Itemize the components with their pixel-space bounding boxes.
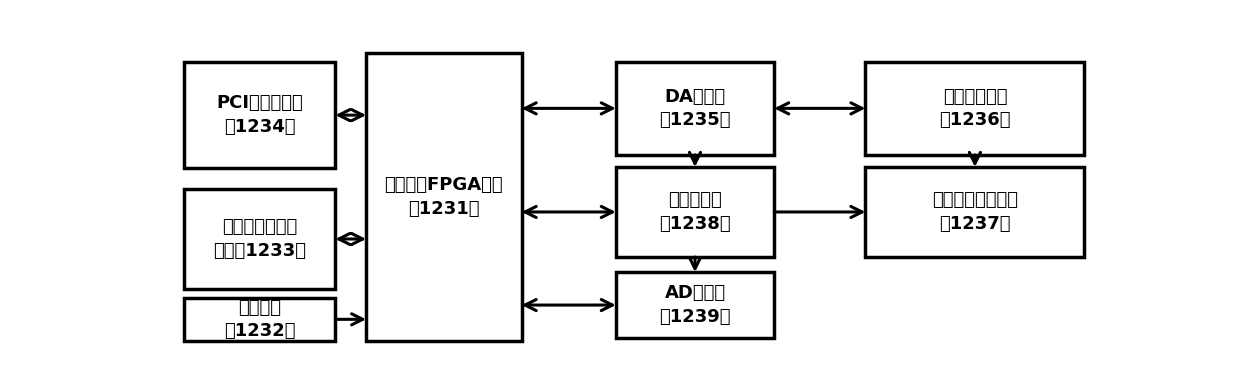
- Bar: [866, 167, 1084, 257]
- Bar: [367, 53, 522, 341]
- Text: DA转换器
（1235）: DA转换器 （1235）: [659, 88, 731, 129]
- Text: 电流比较器
（1238）: 电流比较器 （1238）: [659, 191, 731, 233]
- Text: 电平转换芯片
（1236）: 电平转换芯片 （1236）: [939, 88, 1011, 129]
- Bar: [183, 190, 336, 289]
- Text: 第一晶振
（1232）: 第一晶振 （1232）: [224, 298, 295, 340]
- Bar: [616, 167, 774, 257]
- Bar: [183, 62, 336, 168]
- Text: PCI总线控制器
（1234）: PCI总线控制器 （1234）: [216, 94, 302, 136]
- Text: 内外电源切换模块
（1237）: 内外电源切换模块 （1237）: [932, 191, 1018, 233]
- Text: 第一主控FPGA器件
（1231）: 第一主控FPGA器件 （1231）: [384, 176, 503, 218]
- Bar: [183, 298, 336, 341]
- Text: 第一配置数据存
储器（1233）: 第一配置数据存 储器（1233）: [213, 218, 306, 260]
- Bar: [866, 62, 1084, 155]
- Bar: [616, 272, 774, 338]
- Bar: [616, 62, 774, 155]
- Text: AD转换器
（1239）: AD转换器 （1239）: [659, 284, 731, 326]
